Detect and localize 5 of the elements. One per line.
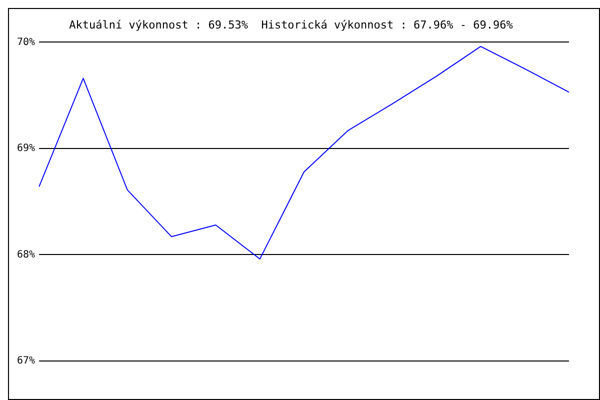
y-tick-label: 70% xyxy=(17,36,36,48)
y-tick-label: 67% xyxy=(17,356,36,367)
chart-title: Aktuální výkonnost : 69.53% Historická výkonnost : 67.96% - 69.96% xyxy=(69,18,514,32)
y-tick-label: 69% xyxy=(17,143,36,154)
y-tick-label: 68% xyxy=(17,249,36,260)
